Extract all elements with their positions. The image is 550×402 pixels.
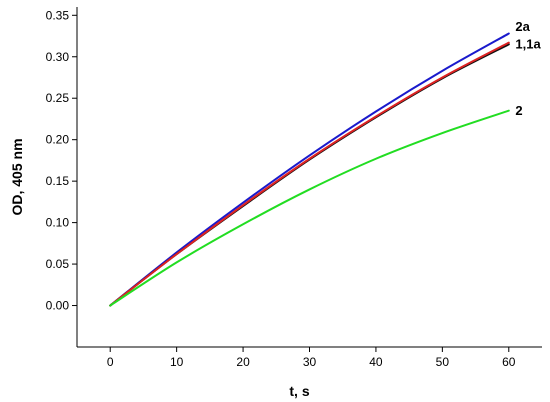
y-tick-label: 0.05 [46,257,70,271]
y-tick-label: 0.20 [46,133,70,147]
x-tick-label: 60 [502,355,516,369]
y-tick-label: 0.00 [46,299,70,313]
y-axis-title: OD, 405 nm [9,138,25,215]
series-annotation: 2 [515,103,522,118]
y-tick-label: 0.30 [46,50,70,64]
x-tick-label: 30 [303,355,317,369]
x-tick-label: 20 [236,355,250,369]
x-tick-label: 40 [369,355,383,369]
series-annotation: 1,1a [515,36,541,51]
x-tick-label: 10 [170,355,184,369]
y-tick-label: 0.15 [46,174,70,188]
x-tick-label: 50 [436,355,450,369]
series-annotations: 2a 1,1a 2 [515,19,541,118]
ticks: 0.00 0.05 0.10 0.15 0.20 0.25 0.30 0.35 0 10 20 30 4… [46,8,516,369]
series-line-1a [109,41,510,307]
series-annotation: 2a [515,19,530,34]
x-tick-label: 0 [107,355,114,369]
axes [76,7,542,348]
y-tick-label: 0.10 [46,216,70,230]
y-tick-label: 0.25 [46,91,70,105]
x-axis-title: t, s [289,383,309,399]
series-line-2 [109,109,510,307]
series-line-2a [109,32,510,307]
y-tick-label: 0.35 [46,8,70,22]
series-lines [109,32,510,307]
